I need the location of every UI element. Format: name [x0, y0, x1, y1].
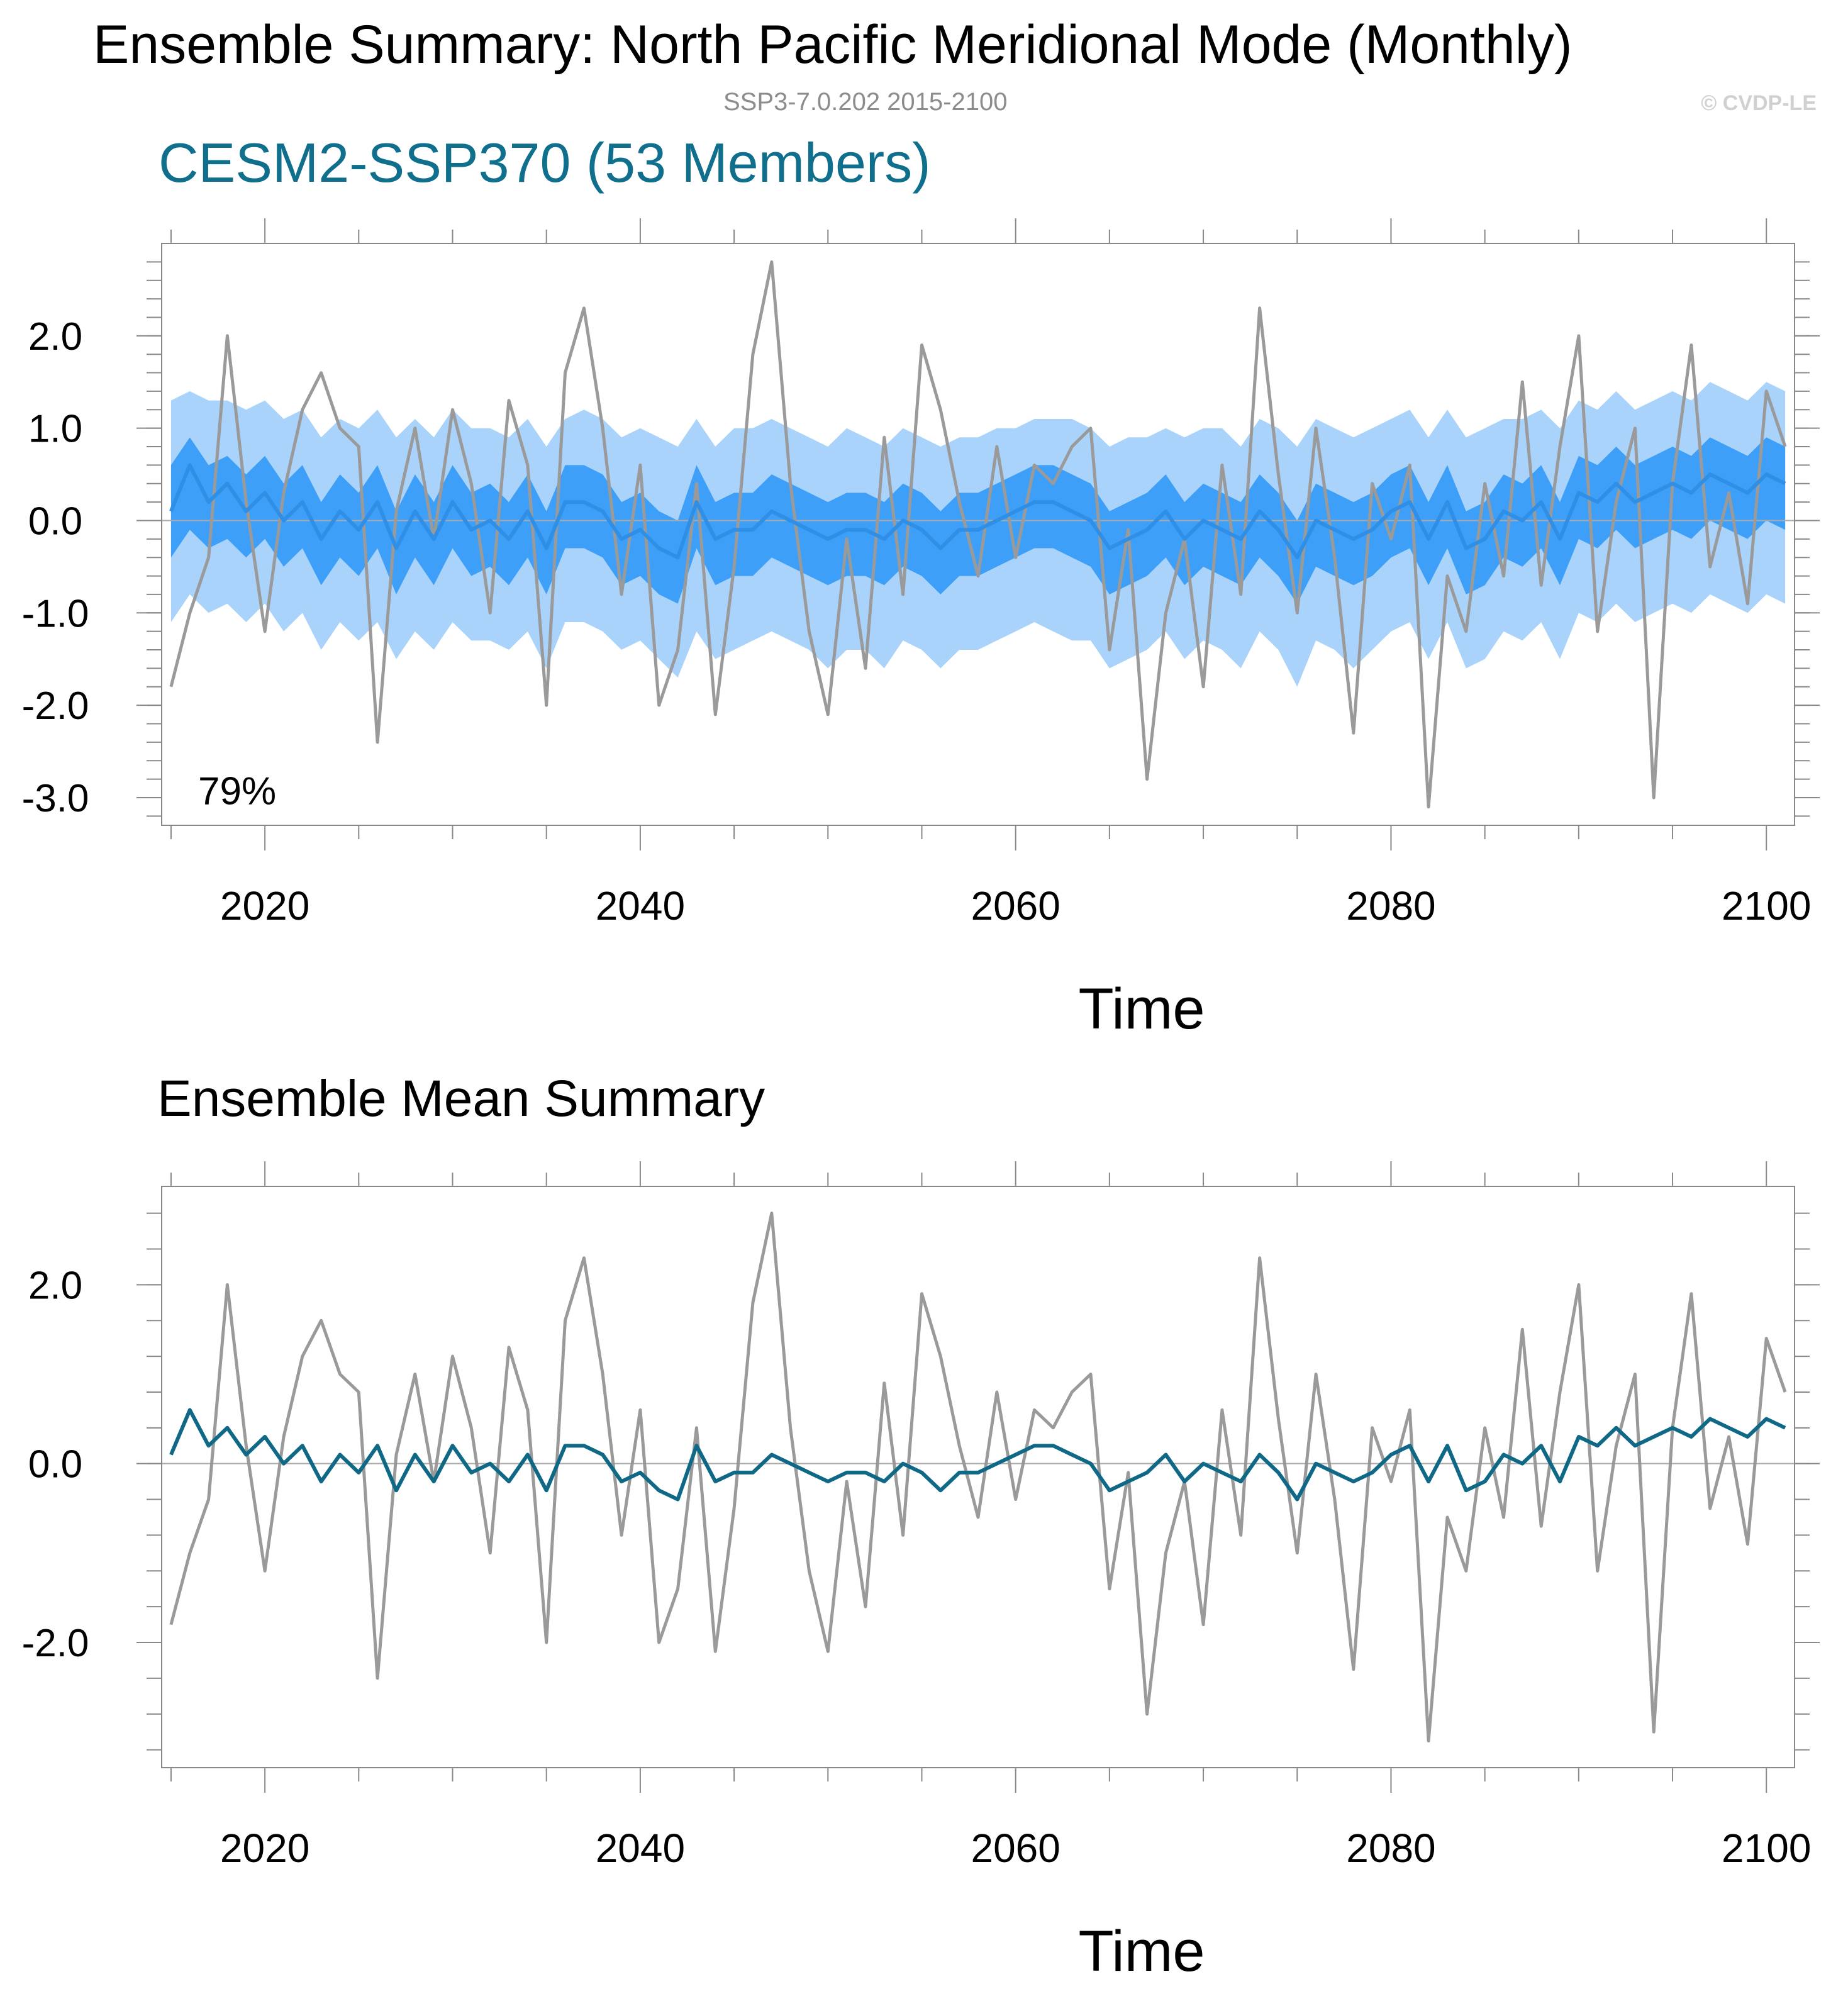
panel1-x-tick-label: 2100	[1722, 883, 1811, 928]
panel2-y-tick-label: 2.0	[28, 1264, 82, 1307]
panel1-y-tick-label: 0.0	[28, 499, 82, 543]
panel1: 2.0 1.0 0.0 -1.0 -2.0 -3.0 2020 2040 2060 2080 210…	[22, 218, 1820, 1041]
top-panel-title: CESM2-SSP370 (53 Members)	[159, 131, 931, 194]
panel2-y-tick-label: -2.0	[22, 1622, 89, 1665]
credit-label: © CVDP-LE	[1701, 91, 1817, 115]
panel1-x-axis-title: Time	[1078, 977, 1205, 1041]
panel2-plot-frame	[161, 1186, 1795, 1768]
panel1-x-tick-label: 2020	[220, 883, 309, 928]
panel1-y-tick-label: -2.0	[22, 684, 89, 728]
panel2-observed-line	[169, 1212, 1787, 1742]
panel1-y-tick-label: 1.0	[28, 408, 82, 451]
panel1-y-tick-label: -3.0	[22, 777, 89, 820]
panel2-x-axis-title: Time	[1078, 1919, 1205, 1983]
panel2-y-tick-label: 0.0	[28, 1443, 82, 1486]
panel2-x-tick-label: 2100	[1722, 1826, 1811, 1871]
panel1-y-tick-label: -1.0	[22, 592, 89, 635]
subtitle: SSP3-7.0.202 2015-2100	[723, 88, 1008, 116]
panel2-x-tick-label: 2020	[220, 1826, 309, 1871]
panel2-ensemble-mean-line	[169, 1408, 1786, 1502]
panel1-x-tick-label: 2080	[1346, 883, 1435, 928]
panel1-y-tick-label: 2.0	[28, 315, 82, 359]
panel1-x-tick-label: 2040	[596, 883, 685, 928]
panel2-x-tick-label: 2080	[1346, 1826, 1435, 1871]
bottom-panel-title: Ensemble Mean Summary	[157, 1070, 765, 1127]
panel2-x-tick-label: 2040	[596, 1826, 685, 1871]
panel1-ensemble-mean-line	[169, 463, 1786, 560]
panel1-annotation: 79%	[198, 770, 276, 813]
panel2: 2.0 0.0 -2.0 2020 2040 2060 2080 2100 Time	[22, 1161, 1820, 1983]
main-title: Ensemble Summary: North Pacific Meridion…	[93, 14, 1572, 75]
panel1-x-tick-label: 2060	[971, 883, 1060, 928]
panel2-x-tick-label: 2060	[971, 1826, 1060, 1871]
panel1-observed-line	[169, 260, 1787, 809]
panel1-plot-frame	[161, 243, 1795, 826]
